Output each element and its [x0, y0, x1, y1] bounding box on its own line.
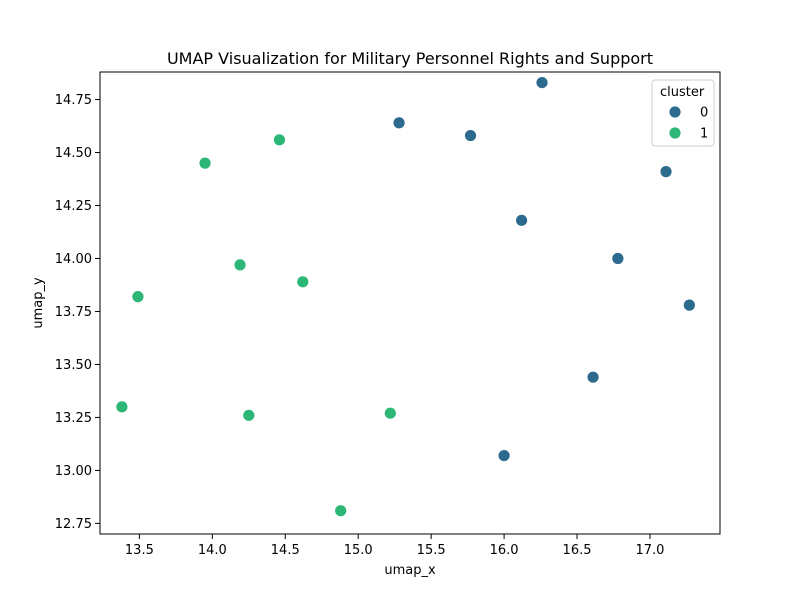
point-cluster-1 — [242, 408, 256, 422]
plot-frame — [99, 71, 721, 535]
x-axis-ticks: 13.5 14.0 14.5 15.0 15.5 16.0 16.5 17.0 — [125, 534, 664, 558]
y-tick-label: 13.50 — [55, 358, 92, 373]
point-cluster-0 — [497, 449, 511, 462]
point-cluster-1 — [296, 275, 310, 289]
point-cluster-1 — [233, 258, 247, 272]
plot-area — [115, 76, 696, 518]
x-tick-label: 13.5 — [125, 543, 154, 558]
legend-label: 1 — [700, 127, 708, 142]
x-tick-label: 16.0 — [490, 543, 519, 558]
legend-label: 0 — [700, 106, 708, 121]
y-tick-label: 13.00 — [55, 464, 92, 479]
x-axis-label: umap_x — [384, 563, 436, 578]
x-tick-label: 14.5 — [271, 543, 300, 558]
y-tick-label: 13.25 — [55, 411, 92, 426]
x-tick-label: 16.5 — [563, 543, 592, 558]
y-axis-ticks: 12.75 13.00 13.25 13.50 13.75 14.00 14.25 14.50… — [55, 93, 100, 532]
x-tick-label: 17.0 — [635, 543, 664, 558]
legend-marker — [668, 126, 682, 140]
y-tick-label: 14.00 — [55, 252, 92, 267]
legend: cluster 01 — [651, 79, 715, 147]
chart-title: UMAP Visualization for Military Personne… — [167, 49, 653, 68]
point-cluster-1 — [131, 290, 145, 304]
point-cluster-1 — [273, 133, 286, 147]
point-cluster-1 — [334, 504, 348, 518]
y-tick-label: 14.75 — [55, 93, 92, 108]
x-tick-label: 15.0 — [344, 543, 373, 558]
legend-box — [651, 79, 715, 147]
x-tick-label: 15.5 — [417, 543, 446, 558]
point-cluster-0 — [464, 129, 477, 142]
x-tick-label: 14.0 — [198, 543, 227, 558]
point-cluster-1 — [115, 400, 129, 414]
point-cluster-1 — [383, 406, 397, 420]
point-cluster-0 — [682, 298, 696, 312]
point-cluster-0 — [659, 165, 673, 179]
point-cluster-0 — [586, 370, 600, 384]
point-cluster-0 — [535, 76, 549, 89]
legend-marker — [668, 105, 682, 119]
legend-title: cluster — [660, 85, 705, 100]
y-axis-label: umap_y — [31, 277, 46, 329]
y-tick-label: 13.75 — [55, 305, 92, 320]
point-cluster-1 — [198, 156, 212, 170]
point-cluster-0 — [611, 252, 625, 265]
y-tick-label: 12.75 — [55, 517, 92, 532]
y-tick-label: 14.50 — [55, 146, 92, 161]
legend-entries: 01 — [668, 105, 708, 142]
y-tick-label: 14.25 — [55, 199, 92, 214]
point-cluster-0 — [515, 213, 528, 227]
point-cluster-0 — [392, 116, 406, 130]
